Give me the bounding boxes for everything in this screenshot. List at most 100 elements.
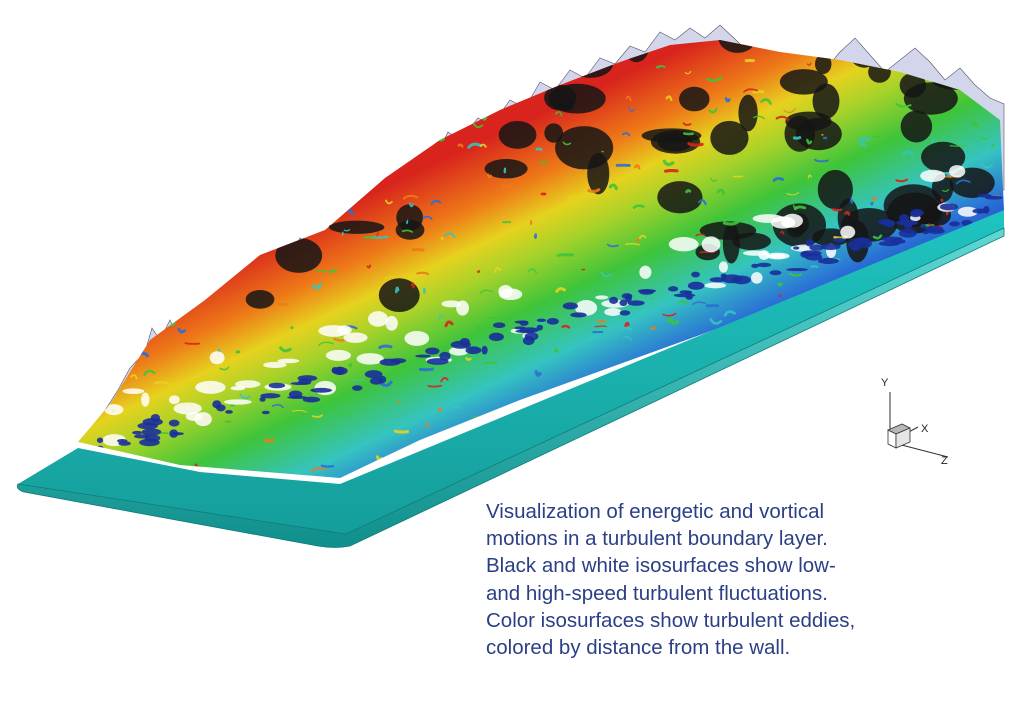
- high-speed-patch: [742, 250, 768, 256]
- eddy-stroke: [695, 233, 705, 237]
- near-wall-streak: [118, 441, 131, 446]
- eddy-stroke: [743, 88, 759, 93]
- eddy-stroke: [338, 58, 349, 66]
- eddy-stroke: [632, 204, 645, 209]
- eddy-stroke: [844, 210, 851, 216]
- near-wall-streak: [709, 277, 726, 283]
- eddy-stroke: [177, 327, 187, 334]
- eddy-stroke: [705, 76, 723, 82]
- low-speed-blob: [815, 54, 832, 74]
- near-wall-streak: [426, 358, 449, 365]
- eddy-stroke: [622, 335, 632, 341]
- eddy-stroke: [665, 269, 671, 274]
- eddy-stroke: [708, 107, 718, 114]
- near-wall-streak: [519, 320, 529, 326]
- eddy-stroke: [567, 194, 576, 201]
- eddy-stroke: [940, 198, 944, 203]
- near-wall-streak: [96, 437, 104, 443]
- eddy-stroke: [376, 232, 380, 237]
- eddy-stroke: [894, 341, 899, 346]
- eddy-stroke: [238, 70, 253, 75]
- near-wall-streak: [668, 286, 679, 292]
- eddy-stroke: [450, 406, 462, 410]
- low-speed-blob: [498, 120, 537, 149]
- eddy-stroke: [806, 62, 812, 66]
- eddy-stroke: [245, 154, 257, 161]
- eddy-stroke: [602, 469, 615, 474]
- near-wall-streak: [609, 296, 619, 304]
- eddy-stroke: [872, 135, 881, 138]
- near-wall-streak: [415, 354, 431, 358]
- near-wall-streak: [898, 228, 917, 238]
- eddy-stroke: [983, 257, 987, 263]
- eddy-stroke: [322, 186, 333, 189]
- eddy-stroke: [634, 164, 641, 170]
- near-wall-streak: [225, 410, 233, 414]
- near-wall-streak: [168, 419, 180, 427]
- eddy-stroke: [663, 169, 679, 173]
- near-wall-streak: [142, 417, 163, 426]
- eddy-stroke: [905, 380, 919, 385]
- low-speed-blob: [444, 79, 470, 110]
- eddy-stroke: [945, 434, 958, 438]
- eddy-stroke: [239, 393, 251, 400]
- high-speed-patch: [765, 252, 790, 260]
- high-speed-patch: [498, 285, 513, 298]
- eddy-stroke: [709, 318, 723, 325]
- eddy-stroke: [971, 121, 979, 128]
- high-speed-patch: [325, 349, 351, 361]
- eddy-stroke: [977, 381, 994, 388]
- near-wall-streak: [425, 347, 440, 355]
- eddy-stroke: [683, 132, 695, 136]
- eddy-stroke: [975, 429, 982, 437]
- eddy-band-fill: [78, 40, 1004, 478]
- figure-caption: Visualization of energetic and vortical m…: [486, 498, 1006, 661]
- eddy-stroke: [407, 91, 422, 96]
- high-speed-patch: [141, 392, 150, 407]
- eddy-stroke: [171, 67, 177, 73]
- eddy-stroke: [662, 312, 677, 317]
- eddy-stroke: [895, 178, 909, 183]
- eddy-stroke: [174, 159, 184, 163]
- low-speed-blob: [975, 20, 1019, 37]
- eddy-stroke: [122, 295, 135, 301]
- eddy-stroke: [677, 299, 688, 305]
- eddy-stroke: [691, 301, 706, 305]
- eddy-stroke: [950, 388, 960, 393]
- eddy-stroke: [711, 436, 719, 443]
- eddy-stroke: [703, 398, 707, 405]
- near-wall-streak: [881, 236, 903, 242]
- high-speed-patch: [263, 361, 287, 368]
- high-speed-patch: [949, 165, 966, 178]
- eddy-stroke: [962, 461, 971, 465]
- near-wall-streak: [619, 299, 628, 307]
- high-speed-patch: [604, 308, 622, 316]
- near-wall-streak: [335, 366, 345, 376]
- near-wall-streak: [260, 393, 281, 399]
- eddy-stroke: [311, 282, 323, 290]
- high-speed-patch: [701, 236, 721, 253]
- low-speed-blob: [710, 120, 749, 155]
- low-speed-blob: [699, 221, 757, 240]
- low-speed-blob: [817, 169, 853, 210]
- eddy-stroke: [555, 287, 566, 293]
- high-speed-patch: [168, 395, 180, 405]
- low-speed-blob: [329, 220, 385, 234]
- eddy-stroke: [499, 89, 506, 96]
- eddy-stroke: [194, 79, 206, 84]
- eddy-stroke: [82, 395, 98, 402]
- eddy-stroke: [760, 98, 772, 105]
- near-wall-streak: [259, 396, 266, 402]
- eddy-stroke: [429, 140, 441, 144]
- eddy-stroke: [195, 202, 211, 210]
- eddy-stroke: [534, 370, 542, 377]
- near-wall-streak: [439, 351, 451, 361]
- near-wall-streak: [169, 429, 179, 438]
- low-speed-blob: [396, 204, 423, 231]
- eddy-stroke: [780, 230, 785, 235]
- eddy-stroke: [556, 253, 575, 257]
- eddy-stroke: [350, 378, 364, 382]
- eddy-stroke: [294, 108, 300, 113]
- eddy-stroke: [467, 142, 483, 149]
- eddy-stroke: [501, 182, 515, 189]
